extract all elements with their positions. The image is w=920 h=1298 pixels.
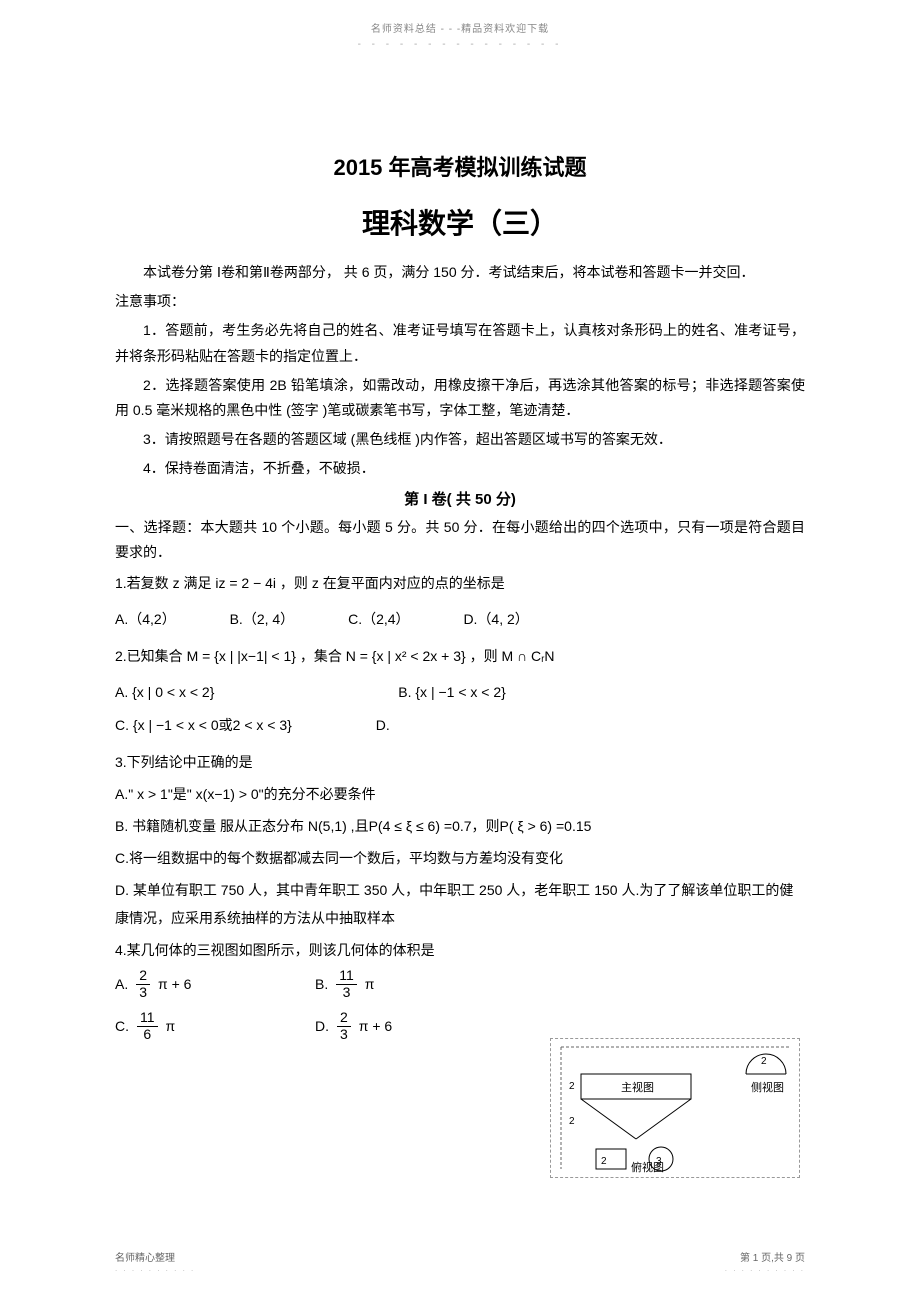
q1-text: 1.若复数 z 满足 iz = 2 − 4i ，则 z 在复平面内对应的点的坐标…	[115, 569, 805, 597]
q4-c-label: C.	[115, 1018, 129, 1034]
q2-text: 2.已知集合 M = {x | |x−1| < 1} ，集合 N = {x | …	[115, 642, 805, 670]
q1-d: D.（4, 2）	[463, 607, 528, 632]
q2-c: C. {x | −1 < x < 0或2 < x < 3}	[115, 713, 292, 738]
q4-c-frac: 11 6	[137, 1010, 158, 1042]
q3-d: D. 某单位有职工 750 人，其中青年职工 350 人，中年职工 250 人，…	[115, 876, 805, 932]
q3-text: 3.下列结论中正确的是	[115, 748, 805, 776]
svg-text:2: 2	[601, 1156, 607, 1167]
q1-b: B.（2, 4）	[230, 607, 295, 632]
q4-b-frac: 11 3	[336, 968, 357, 1000]
footer-right: 第 1 页,共 9 页	[725, 1249, 805, 1264]
q4-d-frac: 2 3	[337, 1010, 351, 1042]
footer-left: 名师精心整理	[115, 1249, 195, 1264]
notice-2: 2．选择题答案使用 2B 铅笔填涂，如需改动，用橡皮擦干净后，再选涂其他答案的标…	[115, 373, 805, 423]
notice-1: 1．答题前，考生务必先将自己的姓名、准考证号填写在答题卡上，认真核对条形码上的姓…	[115, 318, 805, 368]
footer-dots-left: . . . . . . . . . .	[115, 1264, 195, 1273]
q4-a-frac: 2 3	[136, 968, 150, 1000]
notice-4: 4．保持卷面清洁，不折叠，不破损．	[115, 456, 805, 481]
top-view-label: 俯视图	[631, 1159, 664, 1175]
q2-options: A. {x | 0 < x < 2} B. {x | −1 < x < 2} C…	[115, 680, 805, 738]
q2-a: A. {x | 0 < x < 2}	[115, 680, 214, 705]
side-view-label: 侧视图	[751, 1079, 784, 1095]
footer: 名师精心整理 . . . . . . . . . . 第 1 页,共 9 页 .…	[115, 1249, 805, 1273]
watermark-text: 名师资料总结 - - -精品资料欢迎下载	[115, 20, 805, 35]
q1-a: A.（4,2）	[115, 607, 176, 632]
q4-b-suffix: π	[365, 976, 375, 992]
svg-text:2: 2	[569, 1116, 575, 1127]
three-view-diagram: 2 2 2 3 2 主视图 侧视图 俯视图	[550, 1038, 800, 1178]
q3-a: A." x > 1"是" x(x−1) > 0"的充分不必要条件	[115, 780, 805, 808]
q1-options: A.（4,2） B.（2, 4） C.（2,4） D.（4, 2）	[115, 607, 805, 632]
q2-d: D.	[376, 713, 390, 738]
intro-p2: 注意事项：	[115, 289, 805, 314]
notice-3: 3．请按照题号在各题的答题区域 (黑色线框 )内作答，超出答题区域书写的答案无效…	[115, 427, 805, 452]
svg-text:2: 2	[761, 1056, 767, 1067]
q4-d-label: D.	[315, 1018, 329, 1034]
svg-text:2: 2	[569, 1081, 575, 1092]
q3-b: B. 书籍随机变量 服从正态分布 N(5,1) ,且P(4 ≤ ξ ≤ 6) =…	[115, 812, 805, 840]
q4-d-suffix: π + 6	[359, 1018, 392, 1034]
q4-text: 4.某几何体的三视图如图所示，则该几何体的体积是	[115, 936, 805, 964]
main-title: 2015 年高考模拟训练试题	[115, 150, 805, 182]
q3-c: C.将一组数据中的每个数据都减去同一个数后，平均数与方差均没有变化	[115, 844, 805, 872]
q4-row1: A. 2 3 π + 6 B. 11 3 π	[115, 968, 805, 1000]
section-heading: 一、选择题：本大题共 10 个小题。每小题 5 分。共 50 分．在每小题给出的…	[115, 515, 805, 565]
q4-a-suffix: π + 6	[158, 976, 191, 992]
intro-p1: 本试卷分第 Ⅰ卷和第Ⅱ卷两部分， 共 6 页，满分 150 分．考试结束后，将本…	[115, 260, 805, 285]
diagram-svg: 2 2 2 3 2	[551, 1039, 801, 1179]
front-view-label: 主视图	[621, 1079, 654, 1095]
q1-c: C.（2,4）	[348, 607, 409, 632]
q4-a-label: A.	[115, 976, 128, 992]
watermark-dots: - - - - - - - - - - - - - - -	[115, 39, 805, 50]
section-title: 第 I 卷( 共 50 分)	[115, 488, 805, 509]
sub-title: 理科数学（三）	[115, 202, 805, 242]
q2-b: B. {x | −1 < x < 2}	[398, 680, 506, 705]
footer-dots-right: . . . . . . . . . .	[725, 1264, 805, 1273]
q4-b-label: B.	[315, 976, 328, 992]
q4-c-suffix: π	[166, 1018, 176, 1034]
